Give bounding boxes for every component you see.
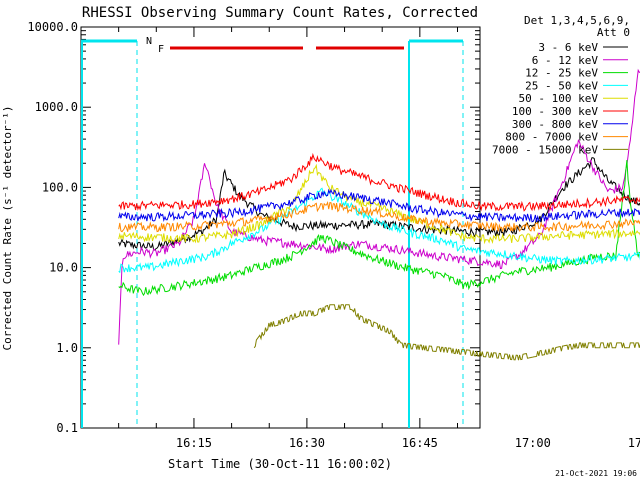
legend-entry-label: 7000 - 15000 keV <box>492 143 598 156</box>
series-line-4 <box>118 163 640 245</box>
legend-entry-label: 300 - 800 keV <box>512 118 598 131</box>
y-axis: 0.1 1.0 10.0 100.0 1000.0 10000.0 <box>27 20 480 435</box>
night-label: N <box>146 36 152 47</box>
y-tick-label: 100.0 <box>42 180 78 194</box>
series-line-8 <box>253 304 640 361</box>
y-axis-label: Corrected Count Rate (s⁻¹ detector⁻¹) <box>1 105 14 350</box>
legend-entry-label: 6 - 12 keV <box>532 54 599 67</box>
x-tick-label: 17:00 <box>515 436 551 450</box>
x-tick-label: 16:30 <box>289 436 325 450</box>
legend-entry-label: 25 - 50 keV <box>525 79 598 92</box>
y-tick-label: 1000.0 <box>35 100 78 114</box>
legend-header: Det 1,3,4,5,6,9, <box>524 14 630 27</box>
series-line-1 <box>118 68 640 345</box>
legend-entry-label: 50 - 100 keV <box>519 92 599 105</box>
x-axis-label: Start Time (30-Oct-11 16:00:02) <box>168 457 392 471</box>
x-tick-label: 16:15 <box>176 436 212 450</box>
series-line-7 <box>118 200 640 233</box>
x-tick-label: 16:45 <box>402 436 438 450</box>
y-tick-label: 10000.0 <box>27 20 78 34</box>
series-layer <box>118 68 640 361</box>
legend-entry-label: 3 - 6 keV <box>538 41 598 54</box>
legend-entry-label: 100 - 300 keV <box>512 105 598 118</box>
x-tick-label: 17:15 <box>628 436 640 450</box>
flare-label: F <box>158 44 164 55</box>
y-tick-label: 1.0 <box>56 341 78 355</box>
legend-entry-label: 800 - 7000 keV <box>505 131 598 144</box>
y-tick-label: 10.0 <box>49 261 78 275</box>
legend-header: Att 0 <box>597 26 630 39</box>
y-tick-label: 0.1 <box>56 421 78 435</box>
series-line-6 <box>118 188 640 223</box>
chart-title: RHESSI Observing Summary Count Rates, Co… <box>82 5 478 21</box>
timestamp: 21-Oct-2021 19:06 <box>555 469 637 478</box>
series-line-5 <box>118 152 640 212</box>
legend-entry-label: 12 - 25 keV <box>525 67 598 80</box>
series-line-3 <box>118 187 640 274</box>
